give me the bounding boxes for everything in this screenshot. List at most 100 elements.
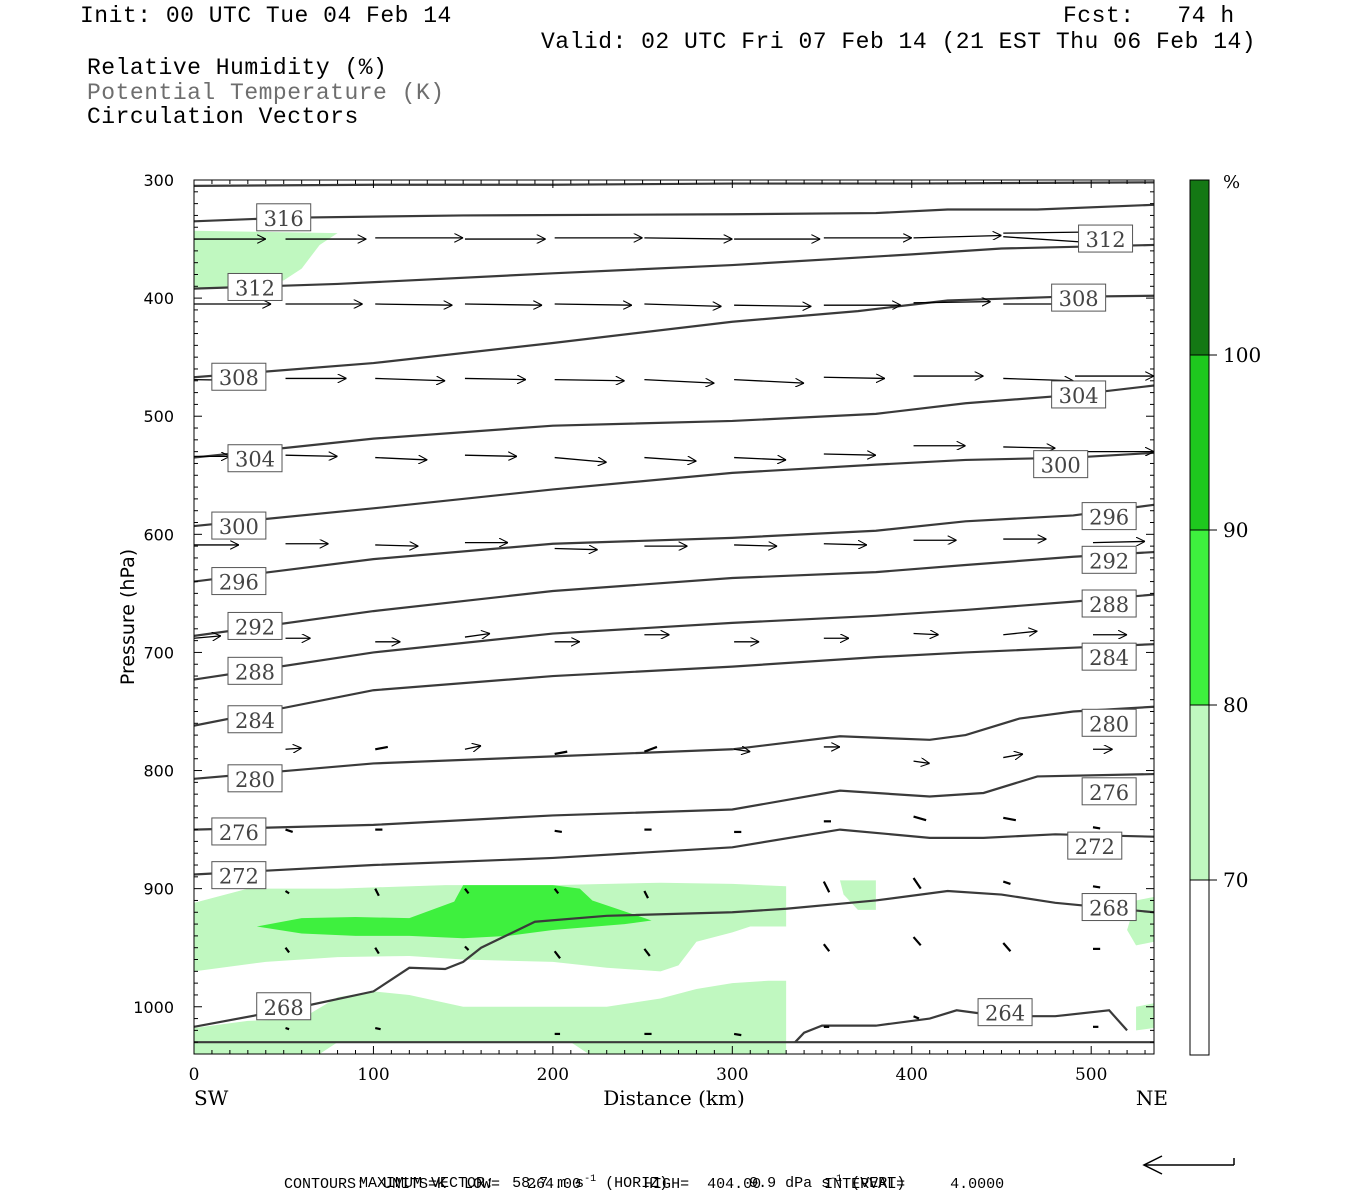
circulation-vector bbox=[554, 829, 563, 834]
x-end-label-right: NE bbox=[1136, 1086, 1168, 1110]
theta-label-276: 276 bbox=[211, 817, 267, 846]
rh-region-3 bbox=[839, 880, 876, 910]
colorbar-label: 70 bbox=[1223, 868, 1248, 892]
circulation-vector bbox=[643, 948, 651, 957]
circulation-vector bbox=[464, 634, 490, 638]
vert-tag: (VERT) bbox=[851, 1175, 906, 1192]
theta-label-308: 308 bbox=[211, 362, 267, 391]
theta-label-296: 296 bbox=[1081, 502, 1137, 531]
colorbar-label: 80 bbox=[1223, 693, 1248, 717]
theta-label-text: 312 bbox=[235, 276, 275, 300]
theta-line-320 bbox=[194, 181, 1154, 188]
circulation-vector bbox=[284, 947, 290, 954]
circulation-vector bbox=[464, 945, 470, 951]
theta-label-text: 288 bbox=[1089, 593, 1129, 617]
circulation-vector bbox=[375, 378, 445, 380]
theta-label-box bbox=[1051, 380, 1107, 409]
theta-label-272: 272 bbox=[211, 861, 267, 890]
colorbar-unit: % bbox=[1223, 172, 1240, 193]
colorbar-segment bbox=[1189, 879, 1210, 1056]
theta-label-text: 280 bbox=[1089, 712, 1129, 736]
x-tick-label: 300 bbox=[716, 1065, 748, 1085]
max-vector-label: MAXIMUM VECTOR: bbox=[359, 1175, 495, 1192]
max-vert-value: 9.9 dPa s bbox=[749, 1175, 831, 1192]
circulation-vector bbox=[554, 456, 607, 463]
theta-label-text: 268 bbox=[264, 996, 304, 1020]
y-tick-label: 900 bbox=[143, 880, 174, 899]
theta-label-box bbox=[1033, 450, 1089, 479]
circulation-vector bbox=[554, 548, 598, 549]
theta-line-300 bbox=[194, 451, 1154, 528]
y-tick-label: 700 bbox=[143, 643, 174, 662]
circulation-vector bbox=[1092, 885, 1101, 889]
theta-label-text: 272 bbox=[219, 865, 259, 889]
theta-label-292: 292 bbox=[227, 611, 283, 640]
theta-label-300: 300 bbox=[1033, 450, 1089, 479]
theta-label-288: 288 bbox=[1081, 589, 1137, 618]
theta-label-text: 300 bbox=[1041, 454, 1081, 478]
circulation-vector bbox=[374, 947, 380, 955]
theta-label-box bbox=[1081, 708, 1137, 737]
circulation-vector bbox=[1092, 826, 1101, 830]
circulation-vector bbox=[285, 455, 338, 456]
circulation-vector bbox=[643, 890, 649, 899]
horiz-tag: (HORIZ) bbox=[605, 1175, 669, 1192]
theta-line-268 bbox=[194, 889, 1154, 1028]
max-horiz-value: 58.7 m s bbox=[512, 1175, 585, 1192]
theta-label-text: 272 bbox=[1075, 835, 1115, 859]
circulation-vector bbox=[912, 936, 922, 947]
theta-label-316: 316 bbox=[256, 203, 312, 232]
theta-label-text: 276 bbox=[219, 821, 259, 845]
circulation-vector bbox=[284, 890, 290, 895]
circulation-vector bbox=[823, 544, 867, 545]
theta-line-308 bbox=[194, 294, 1154, 379]
theta-label-box bbox=[227, 705, 283, 734]
theta-line-264 bbox=[794, 1009, 1128, 1043]
circulation-vector bbox=[913, 1015, 920, 1020]
circulation-vector bbox=[1003, 232, 1091, 233]
circulation-vector bbox=[1003, 447, 1055, 448]
circulation-vector bbox=[375, 545, 418, 546]
circulation-vector bbox=[1002, 880, 1011, 885]
circulation-vector bbox=[912, 877, 922, 890]
theta-label-292: 292 bbox=[1081, 545, 1137, 574]
theta-line-272 bbox=[194, 828, 1154, 876]
circulation-vector bbox=[734, 545, 777, 546]
theta-label-268: 268 bbox=[1081, 893, 1137, 922]
circulation-vector bbox=[644, 304, 721, 306]
contours-info: CONTOURS: UNITS=K LOW= 264.00 HIGH= 404.… bbox=[284, 1176, 1005, 1193]
theta-label-box bbox=[256, 203, 312, 232]
theta-label-box bbox=[227, 764, 283, 793]
theta-label-box bbox=[211, 362, 267, 391]
x-tick-label: 200 bbox=[537, 1065, 569, 1085]
theta-label-box bbox=[1081, 777, 1137, 806]
circulation-vector bbox=[1092, 541, 1145, 542]
theta-label-box bbox=[211, 861, 267, 890]
theta-label-264: 264 bbox=[977, 998, 1033, 1027]
theta-label-box bbox=[1081, 642, 1137, 671]
colorbar-segment bbox=[1189, 179, 1210, 356]
theta-label-312: 312 bbox=[227, 272, 283, 301]
circulation-vector bbox=[823, 454, 876, 455]
circulation-vector bbox=[374, 888, 380, 897]
circulation-vector bbox=[913, 815, 927, 822]
theta-label-box bbox=[1078, 224, 1134, 253]
circulation-vector bbox=[194, 636, 221, 638]
theta-label-text: 292 bbox=[1089, 549, 1129, 573]
y-tick-label: 400 bbox=[143, 289, 174, 308]
circulation-vector bbox=[553, 950, 561, 959]
theta-label-text: 268 bbox=[1089, 897, 1129, 921]
theta-label-box bbox=[1067, 831, 1123, 860]
circulation-vector bbox=[644, 745, 658, 753]
theta-label-296: 296 bbox=[211, 567, 267, 596]
circulation-vector bbox=[464, 455, 517, 456]
circulation-vector bbox=[913, 761, 930, 763]
theta-label-box bbox=[211, 567, 267, 596]
theta-label-280: 280 bbox=[1081, 708, 1137, 737]
circulation-vector bbox=[554, 380, 625, 381]
theta-label-288: 288 bbox=[227, 656, 283, 685]
theta-line-292 bbox=[194, 550, 1154, 637]
theta-label-312: 312 bbox=[1078, 224, 1134, 253]
theta-label-box bbox=[227, 656, 283, 685]
circulation-vector bbox=[464, 304, 542, 305]
